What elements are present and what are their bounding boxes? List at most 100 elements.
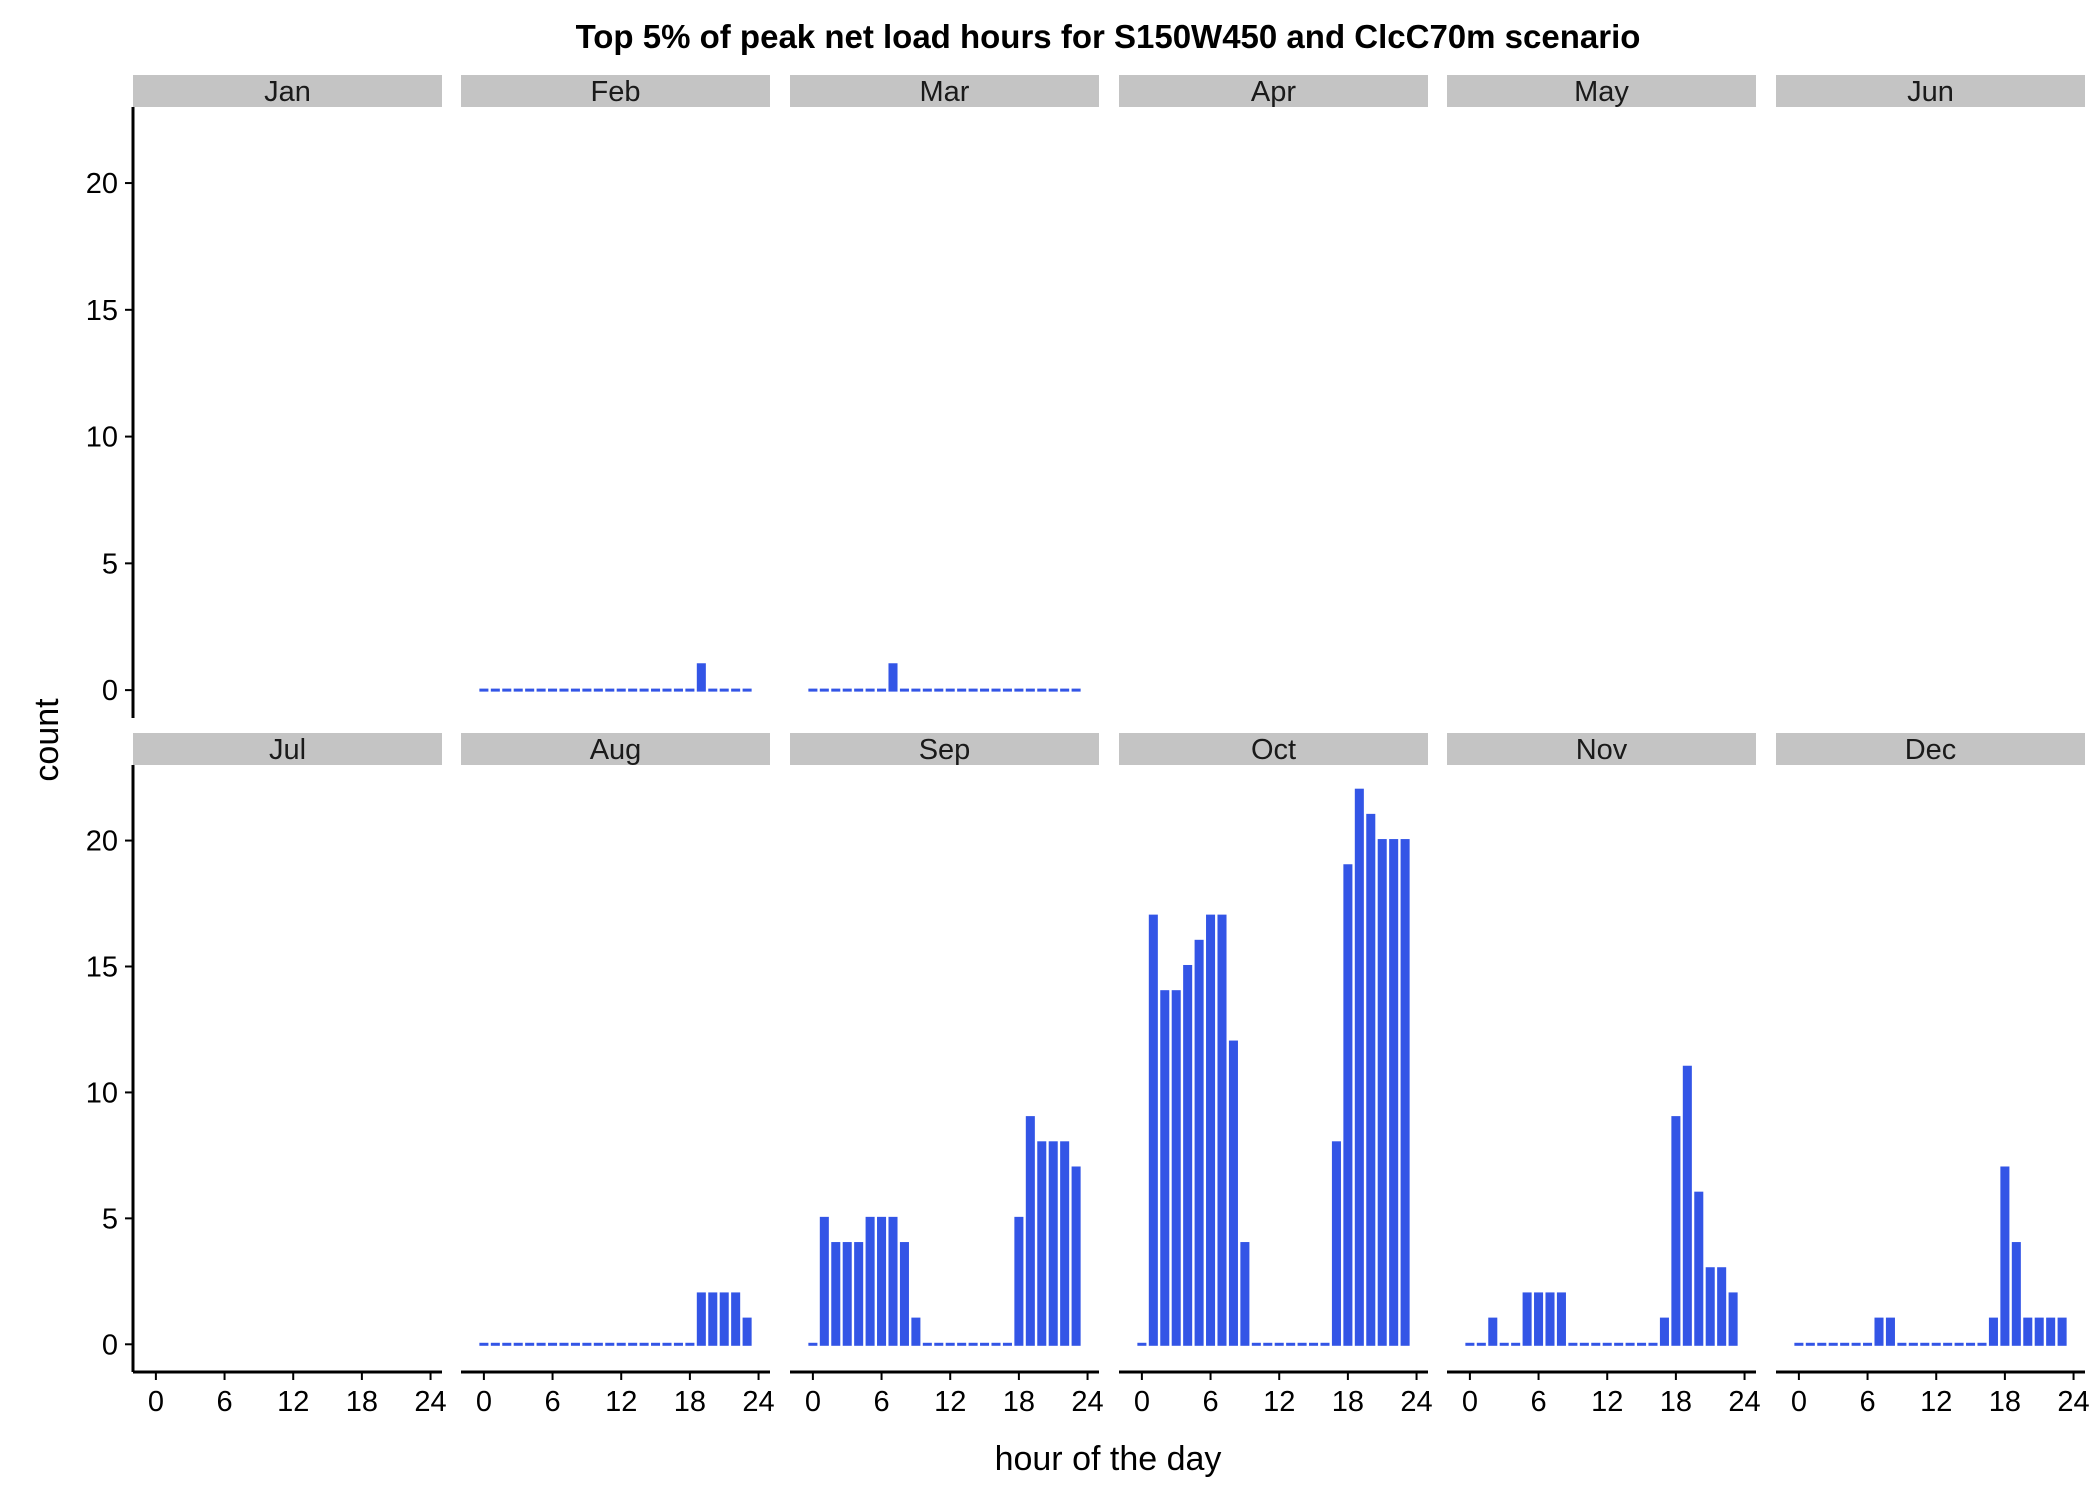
facet-sep-bar-hour-6: [877, 1216, 887, 1346]
facet-jul-y-tick-label-5: 5: [102, 1203, 118, 1235]
facet-aug-bar-hour-22: [731, 1292, 741, 1346]
facet-mar-bar-hour-4: [854, 688, 864, 692]
facet-oct-x-tick-label-24: 24: [1400, 1386, 1432, 1418]
facet-nov-bar-hour-20: [1694, 1191, 1704, 1346]
facet-sep-bar-hour-5: [865, 1216, 875, 1346]
facet-sep-bar-hour-11: [934, 1342, 944, 1346]
facet-mar-bar-hour-12: [945, 688, 955, 692]
facet-sep-bar-hour-14: [968, 1342, 978, 1346]
facet-jan-y-tick-label-20: 20: [86, 168, 118, 200]
facet-sep-bar-hour-9: [911, 1317, 921, 1346]
facet-sep-bar-hour-22: [1060, 1141, 1070, 1346]
facet-oct-bar-hour-3: [1171, 990, 1181, 1346]
facet-nov-x-tick-label-12: 12: [1591, 1386, 1623, 1418]
facet-aug-bar-hour-11: [605, 1342, 615, 1346]
facet-oct-bar-hour-8: [1228, 1040, 1238, 1346]
facet-sep-bar-hour-17: [1002, 1342, 1012, 1346]
facet-dec-bar-hour-18: [2000, 1166, 2010, 1346]
facet-dec-bar-hour-17: [1988, 1317, 1998, 1346]
facet-jun-panel: Jun: [1776, 75, 2085, 108]
facet-dec-bar-hour-13: [1943, 1342, 1953, 1346]
facet-feb-bar-hour-12: [616, 688, 626, 692]
facet-may-panel: May: [1447, 75, 1756, 108]
facet-nov-bar-hour-9: [1568, 1342, 1578, 1346]
facet-dec-bar-hour-16: [1977, 1342, 1987, 1346]
facet-aug-bar-hour-13: [628, 1342, 638, 1346]
facet-oct-bar-hour-15: [1309, 1342, 1319, 1346]
facet-mar-bar-hour-11: [934, 688, 944, 692]
facet-mar-bar-hour-8: [899, 688, 909, 692]
facet-sep-bar-hour-4: [854, 1242, 864, 1346]
facet-aug-x-tick-label-0: 0: [476, 1386, 492, 1418]
facet-oct-strip: [1119, 733, 1428, 765]
facet-dec-bar-hour-7: [1874, 1317, 1884, 1346]
facet-feb-bar-hour-11: [605, 688, 615, 692]
facet-jan-panel: Jan 0 5 10 15 20: [86, 75, 442, 718]
facet-jun-strip: [1776, 75, 2085, 107]
facet-mar-bar-hour-7: [888, 663, 898, 692]
facet-oct-bar-hour-9: [1240, 1242, 1250, 1346]
facet-sep-bar-hour-0: [808, 1342, 818, 1346]
facet-sep-bar-hour-19: [1025, 1116, 1035, 1346]
facet-dec-bar-hour-4: [1840, 1342, 1850, 1346]
facet-aug-bar-hour-23: [742, 1317, 752, 1346]
facet-mar-bar-hour-2: [831, 688, 841, 692]
facet-sep-bar-hour-10: [922, 1342, 932, 1346]
facet-feb-bar-hour-6: [548, 688, 558, 692]
facet-mar-bar-hour-16: [991, 688, 1001, 692]
facet-aug-x-tick-label-24: 24: [742, 1386, 774, 1418]
facet-dec-strip-label: Dec: [1905, 734, 1957, 766]
facet-feb-strip-label: Feb: [591, 76, 641, 108]
facet-nov-bar-hour-12: [1602, 1342, 1612, 1346]
facet-feb-bar-hour-16: [662, 688, 672, 692]
facet-oct-bar-hour-14: [1297, 1342, 1307, 1346]
facet-nov-bar-hour-7: [1545, 1292, 1555, 1346]
facet-jul-x-tick-label-6: 6: [216, 1386, 232, 1418]
facet-aug-bar-hour-1: [490, 1342, 500, 1346]
facet-aug-bar-hour-7: [559, 1342, 569, 1346]
facet-feb-bar-hour-4: [525, 688, 535, 692]
facet-sep-bar-hour-7: [888, 1216, 898, 1346]
facet-nov-strip-label: Nov: [1576, 734, 1628, 766]
facet-oct-bar-hour-5: [1194, 939, 1204, 1346]
facet-nov-bar-hour-16: [1648, 1342, 1658, 1346]
facet-dec-bar-hour-8: [1885, 1317, 1895, 1346]
facet-nov-x-tick-label-0: 0: [1462, 1386, 1478, 1418]
facet-panels: Jan 0 5 10 15 20 Feb Mar Apr May Jun Jul 0 5 10 15 20 0 6 1…: [86, 75, 2090, 1418]
facet-nov-bar-hour-19: [1682, 1065, 1692, 1346]
facet-nov-bar-hour-1: [1476, 1342, 1486, 1346]
facet-jan-strip-label: Jan: [264, 76, 311, 108]
facet-sep-bar-hour-3: [842, 1242, 852, 1346]
facet-feb-bar-hour-10: [593, 688, 603, 692]
facet-oct-bar-hour-21: [1377, 839, 1387, 1346]
facet-feb-bar-hour-5: [536, 688, 546, 692]
facet-dec-bar-hour-2: [1817, 1342, 1827, 1346]
facet-jan-y-tick-label-5: 5: [102, 548, 118, 580]
facet-mar-bar-hour-17: [1002, 688, 1012, 692]
facet-sep-bar-hour-8: [899, 1242, 909, 1346]
facet-mar-bar-hour-22: [1060, 688, 1070, 692]
facet-sep-x-tick-label-12: 12: [934, 1386, 966, 1418]
facet-sep-x-tick-label-18: 18: [1003, 1386, 1035, 1418]
facet-sep-bar-hour-15: [980, 1342, 990, 1346]
facet-sep-bar-hour-16: [991, 1342, 1001, 1346]
facet-nov-bar-hour-17: [1659, 1317, 1669, 1346]
facet-feb-bar-hour-21: [719, 688, 729, 692]
facet-dec-bar-hour-20: [2023, 1317, 2033, 1346]
facet-feb-bar-hour-23: [742, 688, 752, 692]
facet-sep-bar-hour-23: [1071, 1166, 1081, 1346]
facet-aug-bar-hour-16: [662, 1342, 672, 1346]
facet-dec-panel: Dec 0 6 12 18 24: [1776, 733, 2090, 1418]
facet-feb-bar-hour-17: [673, 688, 683, 692]
facet-oct-bar-hour-11: [1263, 1342, 1273, 1346]
facet-nov-bar-hour-13: [1614, 1342, 1624, 1346]
facet-sep-x-tick-label-0: 0: [805, 1386, 821, 1418]
facet-feb-bar-hour-9: [582, 688, 592, 692]
facet-feb-strip: [461, 75, 770, 107]
facet-jul-y-tick-label-0: 0: [102, 1329, 118, 1361]
facet-mar-bar-hour-3: [842, 688, 852, 692]
facet-dec-bar-hour-15: [1966, 1342, 1976, 1346]
facet-sep-x-tick-label-6: 6: [873, 1386, 889, 1418]
facet-aug-bar-hour-10: [593, 1342, 603, 1346]
